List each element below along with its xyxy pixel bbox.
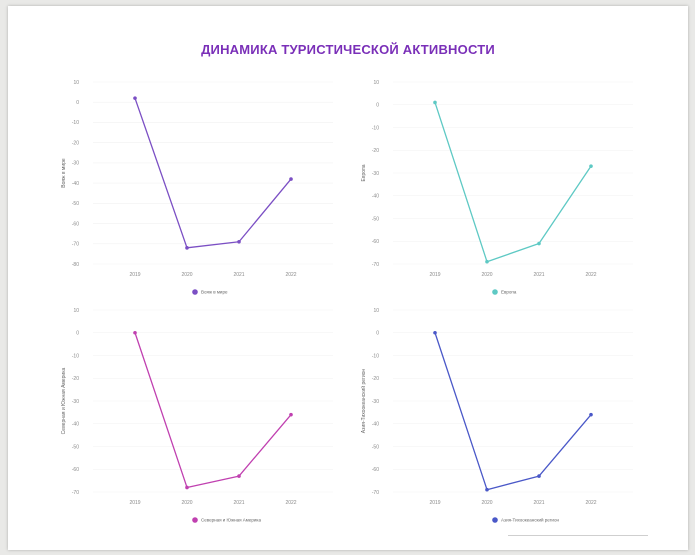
y-tick-label: -50 [72, 201, 79, 207]
y-tick-label: 0 [376, 103, 379, 109]
y-tick-label: -60 [372, 239, 379, 245]
data-point [133, 330, 137, 335]
legend-marker [192, 289, 198, 295]
y-tick-label: 10 [373, 308, 379, 314]
y-tick-label: -10 [72, 353, 79, 359]
data-point [589, 164, 593, 168]
y-tick-label: -50 [72, 444, 79, 450]
y-tick-label: -60 [372, 467, 379, 473]
y-axis-label: Вояж в мире [61, 158, 67, 188]
y-axis-label: Северная и Южная Америка [61, 367, 67, 434]
series-line [134, 332, 292, 489]
y-tick-label: -20 [372, 148, 379, 154]
chart-panel-europe: 10 0 -10 -20 -30 -40 -50 -60 -70 2019 2020 2021 2022… [348, 68, 648, 308]
y-tick-label: -30 [72, 399, 79, 405]
y-tick-label: -60 [72, 221, 79, 227]
x-tick-label: 2020 [181, 272, 192, 278]
legend-label: Северная и Южная Америка [201, 518, 261, 523]
y-tick-label: -20 [72, 140, 79, 146]
y-tick-label: -70 [372, 262, 379, 268]
series-line [434, 332, 592, 491]
line-chart: 10 0 -10 -20 -30 -40 -50 -60 -70 2019 2020 2021 2022… [360, 308, 633, 523]
y-tick-label: -30 [72, 161, 79, 167]
y-tick-label: 10 [373, 80, 379, 86]
data-point [237, 474, 241, 478]
data-point [185, 485, 189, 490]
x-tick-label: 2019 [129, 500, 140, 506]
y-tick-label: -50 [372, 216, 379, 222]
legend-marker [192, 517, 198, 523]
y-tick-label: -20 [372, 376, 379, 382]
y-tick-label: -70 [72, 242, 79, 248]
y-tick-label: -10 [72, 120, 79, 126]
y-tick-label: -60 [72, 467, 79, 473]
x-tick-label: 2022 [585, 500, 596, 506]
y-tick-label: 0 [376, 331, 379, 337]
data-point [433, 100, 437, 105]
y-tick-label: 0 [76, 100, 79, 106]
x-tick-label: 2019 [429, 272, 440, 278]
x-tick-label: 2019 [129, 272, 140, 278]
legend-marker [492, 517, 498, 523]
line-chart: 10 0 -10 -20 -30 -40 -50 -60 -70 -80 2019 2020 2021 2… [61, 80, 333, 295]
x-tick-label: 2020 [181, 500, 192, 506]
y-tick-label: -30 [372, 399, 379, 405]
series-line [134, 97, 292, 249]
chart-panel-world: 10 0 -10 -20 -30 -40 -50 -60 -70 -80 2019 2020 2021 2… [48, 68, 348, 308]
data-point [485, 487, 489, 492]
y-tick-label: -40 [72, 181, 79, 187]
line-chart: 10 0 -10 -20 -30 -40 -50 -60 -70 2019 2020 2021 2022… [61, 308, 333, 523]
x-tick-label: 2019 [429, 500, 440, 506]
y-tick-label: -10 [372, 125, 379, 131]
x-tick-label: 2020 [481, 272, 492, 278]
y-tick-label: -40 [372, 422, 379, 428]
data-point [289, 177, 293, 181]
data-point [237, 239, 241, 244]
y-tick-label: -80 [72, 262, 79, 268]
report-sheet: ДИНАМИКА ТУРИСТИЧЕСКОЙ АКТИВНОСТИ 10 0 -10… [8, 6, 688, 550]
y-tick-label: 0 [76, 331, 79, 337]
legend-label: Вояж в мире [201, 290, 228, 295]
data-point [185, 246, 189, 250]
y-tick-label: 10 [73, 308, 79, 314]
data-point [485, 259, 489, 264]
y-tick-label: 10 [73, 80, 79, 86]
x-tick-label: 2022 [285, 272, 296, 278]
legend-label: Европа [501, 290, 517, 295]
legend-label: Азия-Тихоокеанский регион [501, 517, 559, 523]
y-tick-label: -30 [372, 171, 379, 177]
x-tick-label: 2021 [233, 500, 244, 506]
series-line [434, 102, 592, 263]
x-tick-label: 2020 [481, 500, 492, 506]
y-tick-label: -50 [372, 444, 379, 450]
y-tick-label: -20 [72, 376, 79, 382]
x-tick-label: 2021 [533, 500, 544, 506]
data-point [433, 330, 437, 335]
footer-divider [508, 535, 648, 536]
chart-panel-asia-pacific: 10 0 -10 -20 -30 -40 -50 -60 -70 2019 2020 2021 2022… [348, 296, 648, 536]
page-title: ДИНАМИКА ТУРИСТИЧЕСКОЙ АКТИВНОСТИ [201, 42, 495, 57]
y-tick-label: -10 [372, 353, 379, 359]
y-tick-label: -70 [372, 490, 379, 496]
data-point [537, 241, 541, 246]
y-tick-label: -70 [72, 490, 79, 496]
data-point [133, 96, 137, 100]
x-tick-label: 2021 [533, 272, 544, 278]
line-chart: 10 0 -10 -20 -30 -40 -50 -60 -70 2019 2020 2021 2022… [361, 80, 633, 295]
chart-panel-americas: 10 0 -10 -20 -30 -40 -50 -60 -70 2019 2020 2021 2022… [48, 296, 348, 536]
x-tick-label: 2021 [233, 272, 244, 278]
data-point [589, 412, 593, 417]
data-point [289, 412, 293, 417]
x-tick-label: 2022 [585, 272, 596, 278]
data-point [537, 474, 541, 478]
y-axis-label: Азия-Тихоокеанский регион [360, 369, 367, 434]
y-tick-label: -40 [372, 194, 379, 200]
y-axis-label: Европа [361, 164, 367, 181]
legend-marker [492, 289, 498, 295]
x-tick-label: 2022 [285, 500, 296, 506]
y-tick-label: -40 [72, 422, 79, 428]
